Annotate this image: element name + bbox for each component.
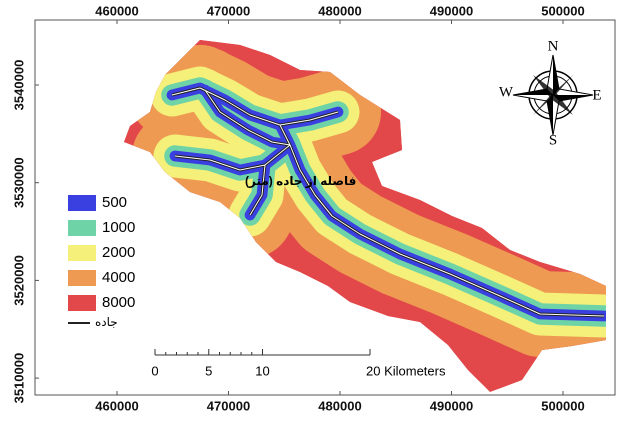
legend-swatch [68,220,96,236]
compass-w: W [499,84,514,100]
y-tick-label: 3540000 [11,60,26,111]
compass-n: N [548,38,559,54]
legend-swatch [68,195,96,211]
scale-label: 5 [205,363,212,378]
x-tick-label: 470000 [207,3,250,18]
legend-label: 2000 [102,244,135,261]
y-tick-label: 3530000 [11,157,26,208]
scale-label: 0 [151,363,158,378]
legend-swatch [68,295,96,311]
scale-label: 20 Kilometers [366,363,446,378]
legend-label: 8000 [102,294,135,311]
x-tick-label: 460000 [95,398,138,413]
y-tick-label: 3520000 [11,255,26,306]
x-tick-label: 480000 [318,3,361,18]
x-tick-label: 500000 [541,398,584,413]
x-tick-label: 490000 [430,398,473,413]
scale-label: 10 [255,363,269,378]
x-tick-label: 490000 [430,3,473,18]
x-tick-label: 460000 [95,3,138,18]
legend-label: 1000 [102,219,135,236]
x-tick-label: 470000 [207,398,250,413]
x-tick-label: 500000 [541,3,584,18]
y-tick-label: 3510000 [11,353,26,404]
legend-swatch [68,245,96,261]
page: {"map": { "xticks": [460000, 470000, 480… [0,0,629,418]
legend-road-label: جاده [95,315,118,329]
x-tick-label: 480000 [318,398,361,413]
compass-e: E [592,87,601,103]
compass-s: S [549,132,557,148]
map: N S E W فاصله از جاده (متر) جاده 460000 4… [0,0,629,418]
legend-label: 4000 [102,269,135,286]
legend-label: 500 [102,194,127,211]
legend-swatch [68,270,96,286]
legend-title: فاصله از جاده (متر) [245,174,356,188]
